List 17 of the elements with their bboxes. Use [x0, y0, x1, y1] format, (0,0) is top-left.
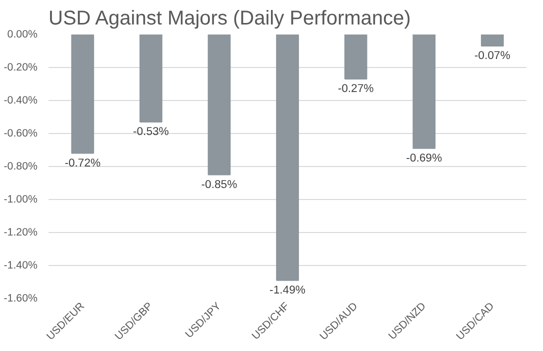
data-label: -0.53% — [132, 126, 169, 138]
data-label: -0.69% — [406, 152, 442, 164]
y-tick-label: -1.20% — [4, 226, 38, 238]
y-tick-label: -1.40% — [4, 260, 38, 272]
y-tick-label: -0.80% — [4, 160, 38, 172]
data-label: -0.72% — [64, 157, 101, 170]
y-tick-label: -0.20% — [4, 62, 38, 74]
y-tick-label: -0.60% — [4, 128, 38, 140]
y-tick-label: -1.60% — [4, 292, 38, 304]
y-tick-label: -0.40% — [4, 94, 38, 106]
data-label: -0.07% — [474, 50, 510, 62]
data-label: -1.49% — [270, 284, 306, 296]
data-label: -0.27% — [338, 83, 374, 96]
y-tick-label: -1.00% — [4, 194, 38, 206]
y-tick-label: 0.00% — [7, 28, 38, 40]
chart-title: USD Against Majors (Daily Performance) — [48, 8, 411, 30]
data-label: -0.85% — [201, 178, 238, 191]
